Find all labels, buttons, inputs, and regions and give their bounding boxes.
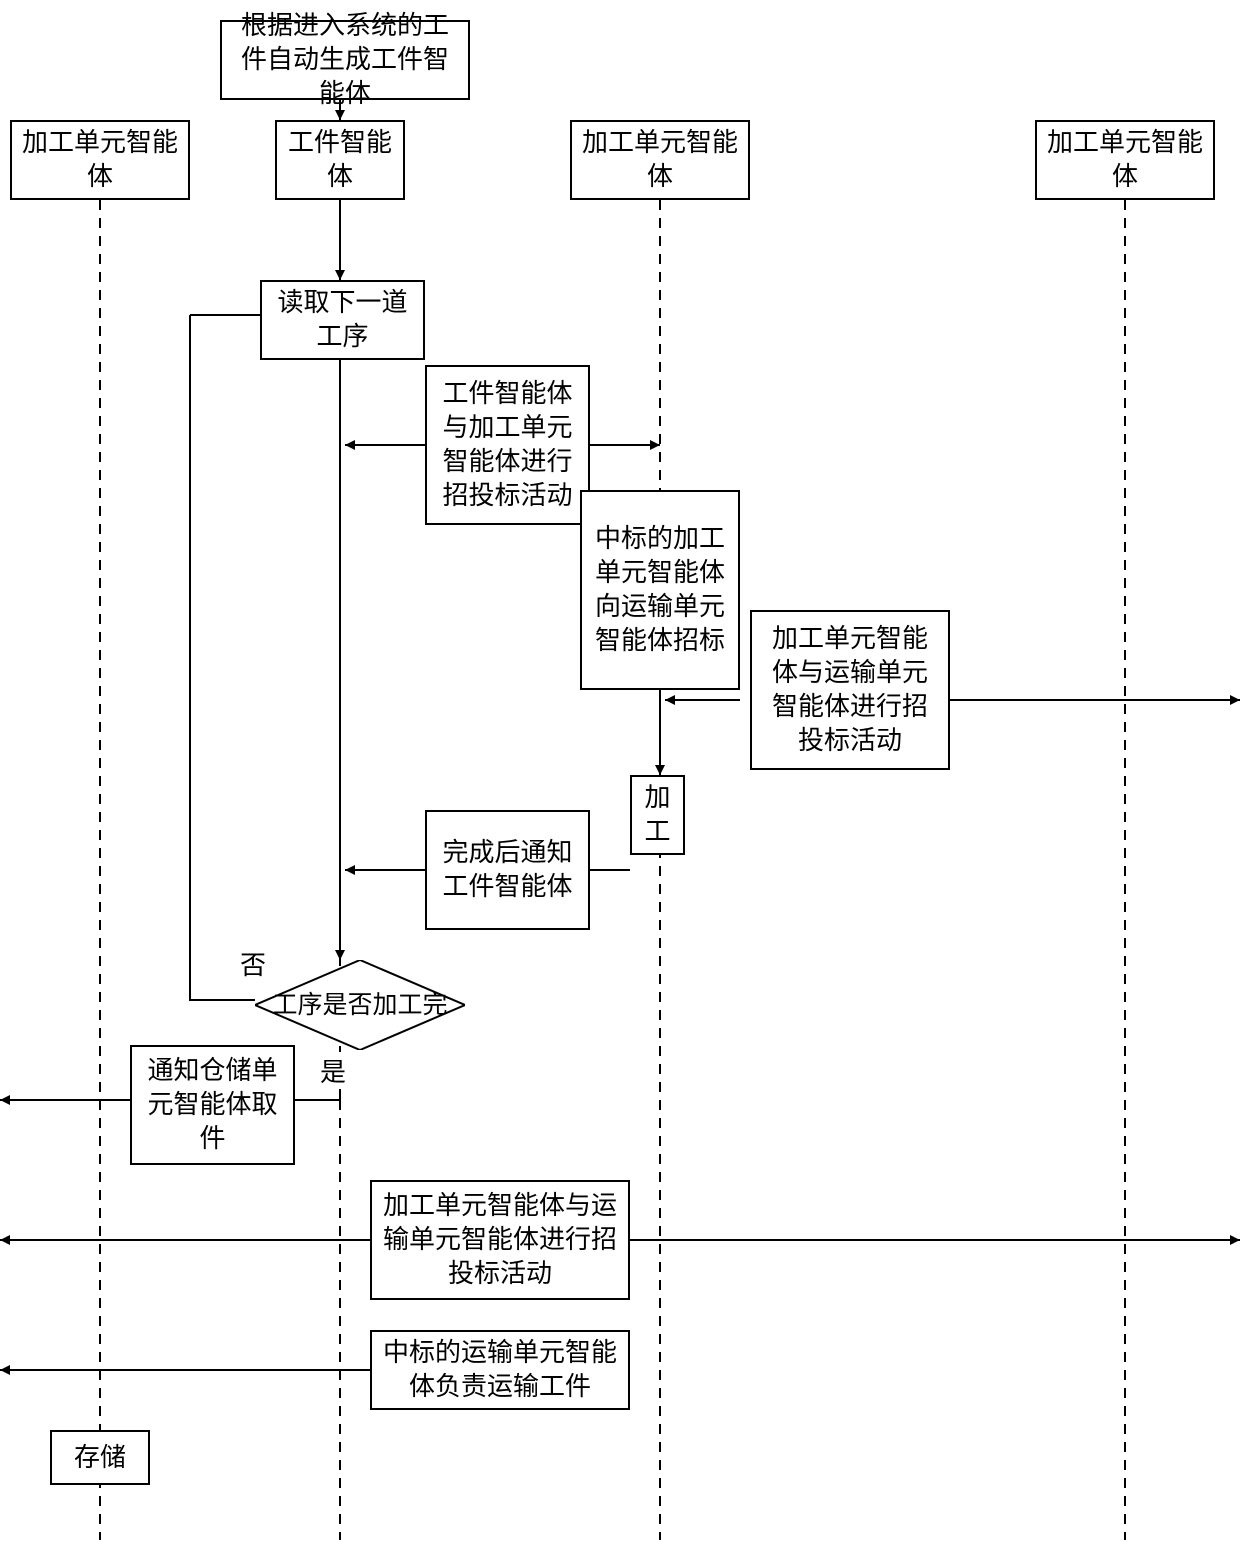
- box-start: 根据进入系统的工件自动生成工件智能体: [220, 20, 470, 100]
- lane-head-4: 加工单元智能体: [1035, 120, 1215, 200]
- label-no: 否: [240, 945, 266, 982]
- box-notify-store: 通知仓储单元智能体取件: [130, 1045, 295, 1165]
- box-process: 加工: [630, 775, 685, 855]
- lane-head-3: 加工单元智能体: [570, 120, 750, 200]
- box-read-next: 读取下一道工序: [260, 280, 425, 360]
- box-bidding-2: 加工单元智能体与运输单元智能体进行招投标活动: [750, 610, 950, 770]
- label-yes: 是: [320, 1052, 346, 1089]
- box-winner-bid: 中标的加工单元智能体向运输单元智能体招标: [580, 490, 740, 690]
- lane-head-1: 加工单元智能体: [10, 120, 190, 200]
- decision-diamond: 工序是否加工完: [255, 960, 465, 1050]
- connector-layer: [0, 0, 1240, 1550]
- box-store: 存储: [50, 1430, 150, 1485]
- box-work-agent: 工件智能体: [275, 120, 405, 200]
- box-transport: 中标的运输单元智能体负责运输工件: [370, 1330, 630, 1410]
- box-bidding-3: 加工单元智能体与运输单元智能体进行招投标活动: [370, 1180, 630, 1300]
- box-bidding-1: 工件智能体与加工单元智能体进行招投标活动: [425, 365, 590, 525]
- decision-text: 工序是否加工完: [255, 960, 465, 1050]
- box-notify: 完成后通知工件智能体: [425, 810, 590, 930]
